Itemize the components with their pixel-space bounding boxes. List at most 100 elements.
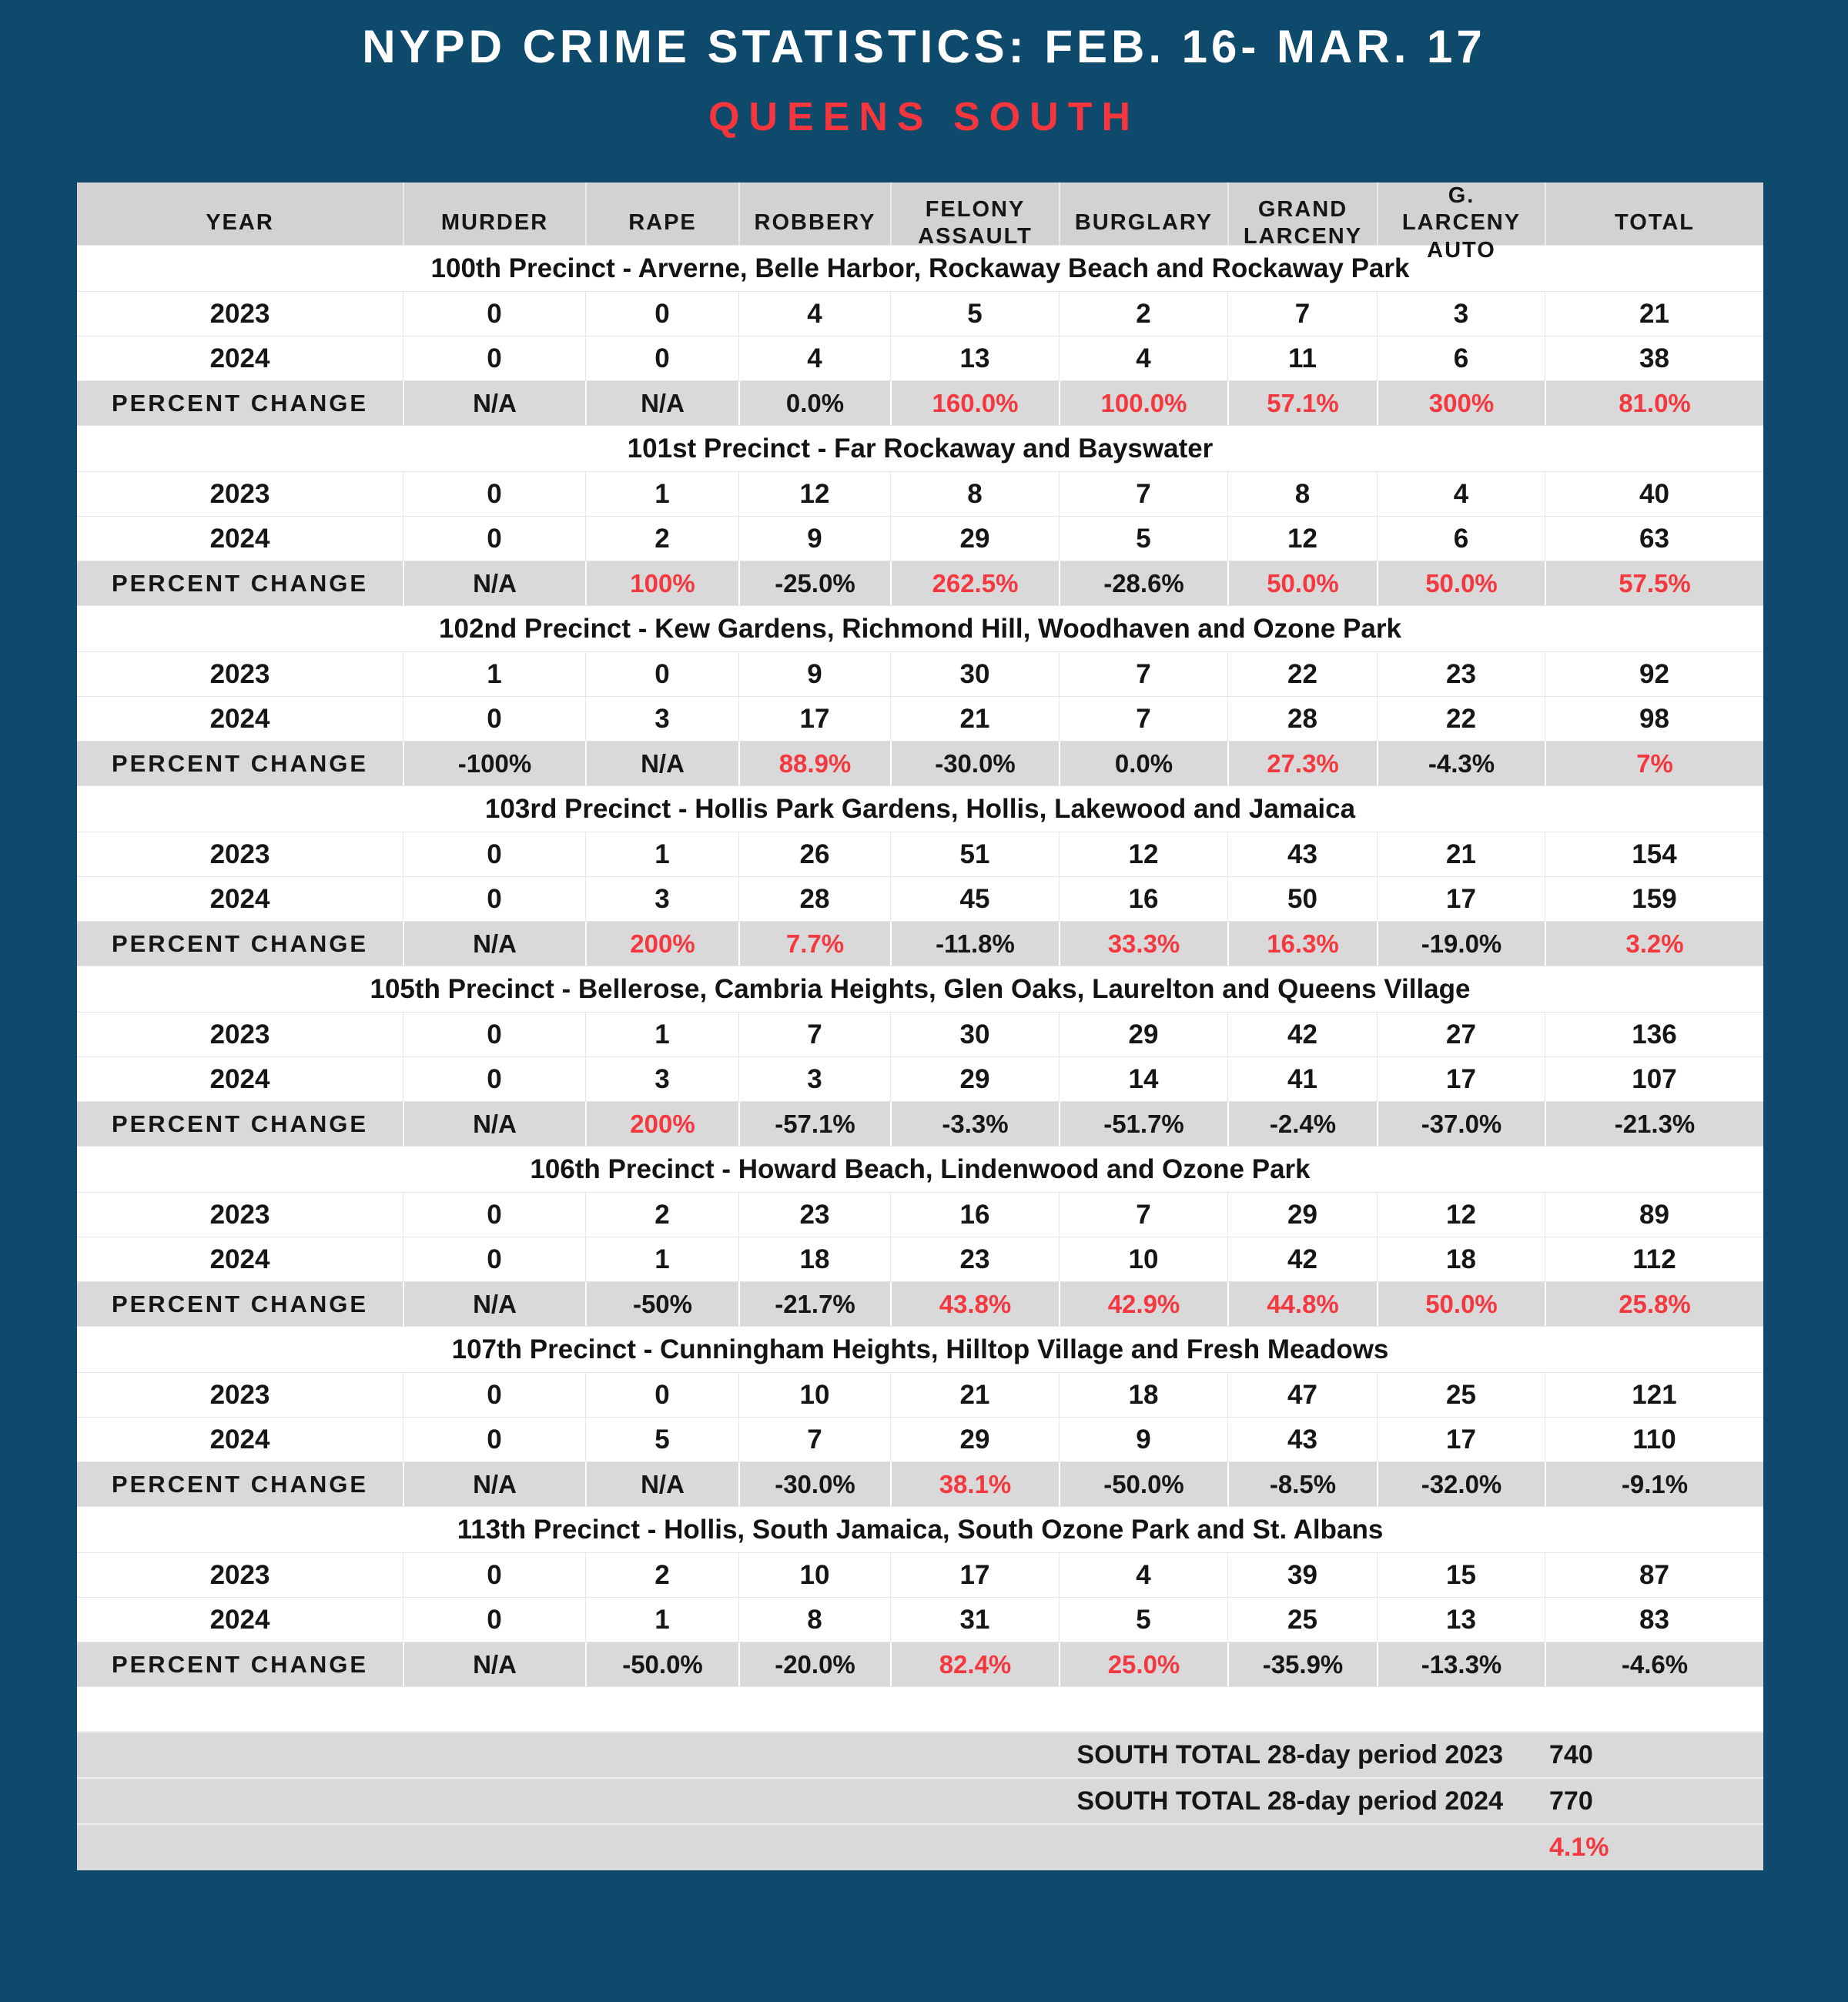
- value-cell: 18: [738, 1237, 890, 1281]
- percent-change-cell: 0.0%: [738, 381, 890, 425]
- percent-change-label: PERCENT CHANGE: [111, 389, 369, 417]
- percent-change-cell: 82.4%: [890, 1642, 1059, 1686]
- value-cell: 3: [1377, 292, 1545, 336]
- south-total-row: SOUTH TOTAL 28-day period 2024 770: [77, 1777, 1763, 1823]
- percent-change-cell: 7%: [1545, 742, 1763, 785]
- value-cell: 1: [585, 1013, 738, 1056]
- value-cell: 5: [585, 1418, 738, 1461]
- year-data-row: 2023 0 1 7 30 29 42 27 136: [77, 1012, 1763, 1056]
- south-total-value: 770: [1549, 1786, 1593, 1816]
- value-cell: 110: [1545, 1418, 1763, 1461]
- value-cell: 0: [585, 652, 738, 696]
- year-data-row: 2024 0 3 17 21 7 28 22 98: [77, 696, 1763, 741]
- precinct-section-title: 103rd Precinct - Hollis Park Gardens, Ho…: [77, 785, 1763, 832]
- year-cell: 2024: [209, 343, 270, 373]
- value-cell: 31: [890, 1598, 1059, 1642]
- percent-change-cell: 50.0%: [1227, 561, 1377, 605]
- precinct-section-title: 106th Precinct - Howard Beach, Lindenwoo…: [77, 1146, 1763, 1192]
- percent-change-cell: -19.0%: [1377, 922, 1545, 966]
- value-cell: 13: [890, 336, 1059, 380]
- percent-change-cell: 3.2%: [1545, 922, 1763, 966]
- percent-change-row: PERCENT CHANGE N/A -50% -21.7% 43.8% 42.9% 44.…: [77, 1281, 1763, 1326]
- value-cell: 51: [890, 832, 1059, 876]
- precinct-section-title: 105th Precinct - Bellerose, Cambria Heig…: [77, 966, 1763, 1012]
- value-cell: 29: [890, 517, 1059, 561]
- percent-change-cell: 57.1%: [1227, 381, 1377, 425]
- value-cell: 0: [403, 1237, 585, 1281]
- value-cell: 4: [1377, 472, 1545, 516]
- percent-change-row: PERCENT CHANGE N/A 200% -57.1% -3.3% -51.7% -2…: [77, 1101, 1763, 1146]
- value-cell: 0: [403, 1193, 585, 1237]
- column-header-felony-assault: FELONY ASSAULT: [890, 182, 1059, 265]
- year-cell: 2023: [209, 1559, 270, 1590]
- spacer-row: [77, 1686, 1763, 1731]
- percent-change-row: PERCENT CHANGE -100% N/A 88.9% -30.0% 0.0% 27.…: [77, 741, 1763, 785]
- percent-change-cell: -28.6%: [1059, 561, 1227, 605]
- value-cell: 21: [1545, 292, 1763, 336]
- year-cell: 2024: [209, 1063, 270, 1094]
- percent-change-cell: -50%: [585, 1282, 738, 1326]
- value-cell: 7: [1059, 697, 1227, 741]
- value-cell: 10: [738, 1373, 890, 1417]
- crime-stats-table: YEAR MURDER RAPE ROBBERY FELONY ASSAULT BURGL…: [77, 182, 1763, 1870]
- value-cell: 107: [1545, 1057, 1763, 1101]
- year-cell: 2023: [209, 478, 270, 509]
- value-cell: 28: [1227, 697, 1377, 741]
- percent-change-cell: 300%: [1377, 381, 1545, 425]
- value-cell: 43: [1227, 832, 1377, 876]
- percent-change-cell: 43.8%: [890, 1282, 1059, 1326]
- value-cell: 23: [890, 1237, 1059, 1281]
- percent-change-cell: N/A: [403, 1642, 585, 1686]
- column-header-total: TOTAL: [1545, 182, 1763, 265]
- value-cell: 0: [403, 1418, 585, 1461]
- percent-change-cell: 25.0%: [1059, 1642, 1227, 1686]
- value-cell: 3: [585, 697, 738, 741]
- value-cell: 5: [890, 292, 1059, 336]
- value-cell: 1: [585, 472, 738, 516]
- value-cell: 5: [1059, 517, 1227, 561]
- year-cell: 2024: [209, 523, 270, 554]
- value-cell: 21: [890, 1373, 1059, 1417]
- percent-change-label: PERCENT CHANGE: [111, 1470, 369, 1498]
- percent-change-cell: -32.0%: [1377, 1462, 1545, 1506]
- value-cell: 41: [1227, 1057, 1377, 1101]
- percent-change-label: PERCENT CHANGE: [111, 1650, 369, 1678]
- percent-change-cell: -8.5%: [1227, 1462, 1377, 1506]
- south-total-percent-change: 4.1%: [1549, 1833, 1609, 1862]
- year-data-row: 2024 0 3 3 29 14 41 17 107: [77, 1056, 1763, 1101]
- value-cell: 14: [1059, 1057, 1227, 1101]
- value-cell: 9: [738, 652, 890, 696]
- value-cell: 3: [585, 1057, 738, 1101]
- percent-change-cell: 50.0%: [1377, 1282, 1545, 1326]
- value-cell: 40: [1545, 472, 1763, 516]
- year-data-row: 2024 0 2 9 29 5 12 6 63: [77, 516, 1763, 561]
- value-cell: 23: [1377, 652, 1545, 696]
- value-cell: 17: [1377, 1418, 1545, 1461]
- percent-change-row: PERCENT CHANGE N/A 100% -25.0% 262.5% -28.6% 5…: [77, 561, 1763, 605]
- value-cell: 1: [585, 832, 738, 876]
- value-cell: 7: [1059, 652, 1227, 696]
- value-cell: 10: [1059, 1237, 1227, 1281]
- year-data-row: 2023 0 2 10 17 4 39 15 87: [77, 1552, 1763, 1597]
- value-cell: 18: [1059, 1373, 1227, 1417]
- year-data-row: 2023 0 0 10 21 18 47 25 121: [77, 1372, 1763, 1417]
- value-cell: 7: [738, 1418, 890, 1461]
- value-cell: 2: [585, 1193, 738, 1237]
- value-cell: 25: [1377, 1373, 1545, 1417]
- value-cell: 29: [1227, 1193, 1377, 1237]
- year-cell: 2024: [209, 1424, 270, 1455]
- value-cell: 12: [738, 472, 890, 516]
- column-header-robbery: ROBBERY: [738, 182, 890, 265]
- south-total-label: SOUTH TOTAL 28-day period 2024: [1076, 1786, 1503, 1816]
- percent-change-cell: 25.8%: [1545, 1282, 1763, 1326]
- value-cell: 8: [1227, 472, 1377, 516]
- value-cell: 159: [1545, 877, 1763, 921]
- percent-change-cell: -9.1%: [1545, 1462, 1763, 1506]
- precinct-section-title: 102nd Precinct - Kew Gardens, Richmond H…: [77, 605, 1763, 651]
- column-header-grand-larceny: GRAND LARCENY: [1227, 182, 1377, 265]
- value-cell: 27: [1377, 1013, 1545, 1056]
- value-cell: 50: [1227, 877, 1377, 921]
- value-cell: 16: [890, 1193, 1059, 1237]
- value-cell: 11: [1227, 336, 1377, 380]
- percent-change-cell: N/A: [403, 1282, 585, 1326]
